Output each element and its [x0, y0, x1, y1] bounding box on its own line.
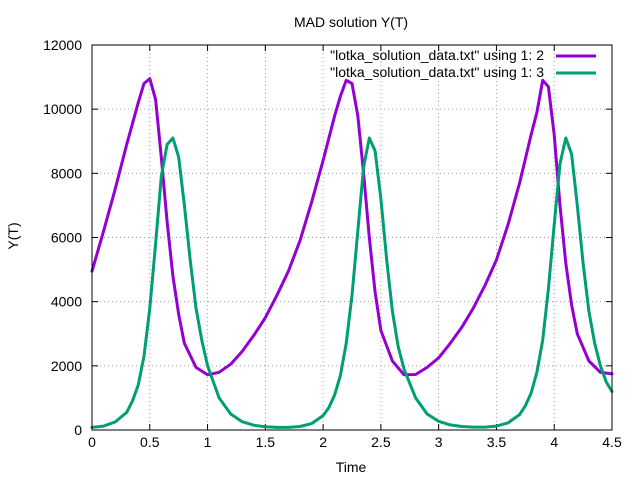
y-axis-label: Y(T): [5, 222, 21, 249]
y-tick-label: 6000: [51, 230, 82, 246]
x-tick-label: 3: [435, 434, 443, 450]
y-tick-label: 0: [74, 422, 82, 438]
y-tick-label: 2000: [51, 358, 82, 374]
legend: "lotka_solution_data.txt" using 1: 2 "lo…: [330, 47, 596, 80]
series-line-1: [90, 77, 614, 377]
x-tick-label: 2: [319, 434, 327, 450]
y-tick-label: 10000: [43, 101, 82, 117]
plot-border: [91, 44, 613, 431]
x-tick-label: 0: [88, 434, 96, 450]
x-tick-label: 1: [204, 434, 212, 450]
legend-label-series-2: "lotka_solution_data.txt" using 1: 3: [330, 64, 544, 80]
legend-label-series-1: "lotka_solution_data.txt" using 1: 2: [330, 47, 544, 63]
x-tick-label: 1.5: [256, 434, 276, 450]
x-tick-label: 4: [550, 434, 558, 450]
x-axis-label: Time: [336, 459, 367, 475]
x-tick-label: 0.5: [140, 434, 160, 450]
y-tick-label: 4000: [51, 294, 82, 310]
x-tick-label: 3.5: [487, 434, 507, 450]
tick-labels: 0 0.5 1 1.5 2 2.5 3 3.5 4 4.5 0 2000 4000 6000 8000 100…: [43, 37, 622, 450]
chart-title: MAD solution Y(T): [294, 14, 408, 30]
series-line-2: [90, 136, 614, 429]
x-tick-label: 4.5: [602, 434, 622, 450]
series: [90, 77, 614, 429]
y-tick-label: 8000: [51, 165, 82, 181]
x-tick-label: 2.5: [371, 434, 391, 450]
y-tick-label: 12000: [43, 37, 82, 53]
